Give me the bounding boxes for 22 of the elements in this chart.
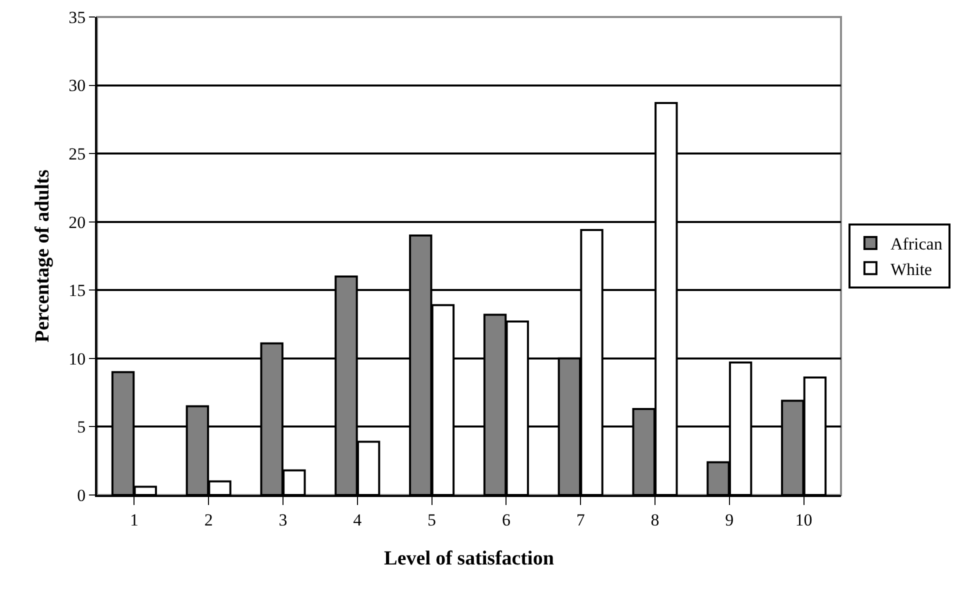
y-tick-label: 30 xyxy=(68,76,86,96)
x-tick-label: 8 xyxy=(650,510,660,530)
x-tick-label: 2 xyxy=(204,510,213,530)
x-tick-label: 7 xyxy=(576,510,586,530)
x-tick-label: 1 xyxy=(130,510,138,530)
x-tick-label: 10 xyxy=(795,510,812,530)
y-tick-label: 25 xyxy=(68,144,86,164)
x-tick-label: 4 xyxy=(353,510,362,530)
y-tick-label: 5 xyxy=(77,418,86,437)
y-tick-label: 35 xyxy=(68,8,86,27)
y-tick-label: 0 xyxy=(77,486,86,505)
x-axis-title: Level of satisfaction xyxy=(384,547,554,570)
y-axis-title: Percentage of adults xyxy=(32,169,54,342)
y-tick-label: 10 xyxy=(68,349,86,368)
x-tick-label: 5 xyxy=(428,510,436,530)
y-tick-label: 20 xyxy=(68,212,86,232)
x-tick-label: 3 xyxy=(278,510,288,530)
x-tick-label: 6 xyxy=(502,510,510,530)
y-tick-label: 15 xyxy=(68,281,86,300)
legend-label: White xyxy=(890,260,932,279)
x-tick-label: 9 xyxy=(725,510,734,530)
legend-label: African xyxy=(890,234,943,254)
